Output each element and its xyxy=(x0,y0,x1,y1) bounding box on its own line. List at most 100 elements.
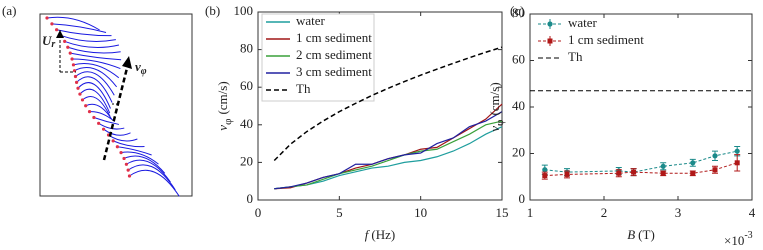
spring-curve xyxy=(120,151,159,165)
subscript: φ xyxy=(222,119,234,125)
marker xyxy=(690,170,696,176)
y-tick-label: 80 xyxy=(512,5,525,20)
subscript: φ xyxy=(141,66,147,77)
symbol: f xyxy=(365,227,371,242)
spring-curve xyxy=(60,35,116,42)
panel-label: (a) xyxy=(2,3,16,18)
spring-curve xyxy=(126,159,171,183)
anchor-dot xyxy=(111,139,115,143)
marker xyxy=(616,170,622,176)
anchor-dot xyxy=(71,63,76,67)
marker xyxy=(690,160,696,166)
anchor-dot xyxy=(68,51,72,55)
base: ×10 xyxy=(724,233,744,248)
x-tick-label: 10 xyxy=(414,205,427,220)
anchor-dot xyxy=(101,127,106,131)
spring-curve xyxy=(123,155,166,174)
anchor-dot xyxy=(115,145,119,149)
spring-curve xyxy=(103,128,131,136)
v-label: vφ xyxy=(135,59,147,77)
legend-box xyxy=(261,13,375,102)
anchor-dot xyxy=(55,28,59,32)
y-tick-label: 0 xyxy=(247,191,254,206)
x-tick-label: 2 xyxy=(601,205,608,220)
anchor-dot xyxy=(126,168,130,172)
legend-label: 1 cm sediment xyxy=(296,30,372,45)
panel-label: (c) xyxy=(510,3,524,18)
symbol: U xyxy=(42,33,52,48)
anchor-dot xyxy=(97,121,101,125)
y-tick-label: 60 xyxy=(240,78,253,93)
x-axis-label: B (T) xyxy=(627,227,655,242)
legend-label: water xyxy=(296,13,326,28)
x-tick-label: 0 xyxy=(255,205,262,220)
spring-curve xyxy=(93,117,120,125)
marker xyxy=(712,167,718,173)
series-line xyxy=(274,103,503,190)
anchor-dot xyxy=(124,162,128,166)
anchor-dot xyxy=(119,150,123,155)
series-line xyxy=(274,126,503,190)
spring-curve xyxy=(73,63,120,79)
marker xyxy=(542,173,548,179)
series-line xyxy=(273,46,503,162)
u-label: Ur xyxy=(42,33,55,50)
legend-marker xyxy=(547,38,553,44)
symbol: v xyxy=(135,59,141,74)
anchor-dot xyxy=(70,57,74,61)
series-line xyxy=(544,162,738,177)
symbol: B xyxy=(627,227,635,242)
y-tick-label: 80 xyxy=(240,41,253,56)
spring-curve xyxy=(64,40,120,48)
spring-curve xyxy=(82,96,111,117)
x-tick-label: 3 xyxy=(675,205,682,220)
spring-curve xyxy=(77,82,111,109)
arrow-head xyxy=(122,56,132,69)
unit: (cm/s) xyxy=(215,81,230,114)
anchor-dot xyxy=(84,104,88,108)
panel-label: (b) xyxy=(205,3,220,18)
spring-curve xyxy=(89,111,116,123)
unit: (Hz) xyxy=(371,227,395,242)
anchor-dot xyxy=(92,115,96,120)
arrow-head xyxy=(56,30,64,38)
marker xyxy=(660,170,666,176)
legend-label: water xyxy=(568,15,598,30)
legend-label: Th xyxy=(568,49,583,64)
marker xyxy=(660,163,666,169)
legend-label: 2 cm sediment xyxy=(296,47,372,62)
anchor-dot xyxy=(76,86,80,90)
series-line xyxy=(274,120,503,190)
spring-curve xyxy=(129,169,180,197)
y-tick-label: 40 xyxy=(240,116,253,131)
marker xyxy=(712,153,718,159)
anchor-dot xyxy=(127,174,132,178)
spring-curve xyxy=(51,23,107,34)
marker xyxy=(734,148,740,154)
anchor-dot xyxy=(73,74,78,79)
y-tick-label: 40 xyxy=(512,98,525,113)
y-axis-label: vφ (cm/s) xyxy=(487,82,506,131)
spring-curve xyxy=(75,71,115,96)
marker xyxy=(734,160,740,166)
legend-label: Th xyxy=(296,81,311,96)
spring-curve xyxy=(117,146,152,156)
spring-curve xyxy=(70,52,122,61)
marker xyxy=(564,171,570,177)
x-multiplier: ×10-3 xyxy=(724,230,753,248)
subscript: φ xyxy=(494,120,506,126)
spring-curve xyxy=(79,88,111,114)
symbol: v xyxy=(487,126,502,132)
anchor-dot xyxy=(122,156,126,161)
y-axis-label: vφ (cm/s) xyxy=(215,81,234,130)
anchor-dot xyxy=(74,80,79,84)
x-tick-label: 1 xyxy=(527,205,534,220)
anchor-dot xyxy=(66,45,70,49)
y-tick-label: 20 xyxy=(512,144,525,159)
legend-marker xyxy=(547,21,553,27)
subscript: r xyxy=(51,39,55,50)
spring-diagram xyxy=(45,16,180,197)
anchor-dot xyxy=(45,16,49,20)
unit: (cm/s) xyxy=(487,82,502,115)
